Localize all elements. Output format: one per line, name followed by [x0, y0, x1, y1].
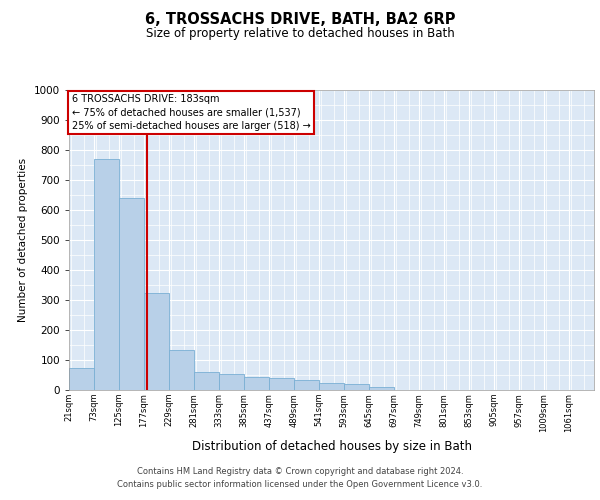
Bar — [219, 374, 244, 390]
Text: Size of property relative to detached houses in Bath: Size of property relative to detached ho… — [146, 28, 454, 40]
Bar — [294, 380, 319, 390]
Text: 6, TROSSACHS DRIVE, BATH, BA2 6RP: 6, TROSSACHS DRIVE, BATH, BA2 6RP — [145, 12, 455, 28]
Bar — [369, 387, 394, 390]
Text: 6 TROSSACHS DRIVE: 183sqm
← 75% of detached houses are smaller (1,537)
25% of se: 6 TROSSACHS DRIVE: 183sqm ← 75% of detac… — [71, 94, 310, 131]
Bar — [94, 159, 119, 390]
Y-axis label: Number of detached properties: Number of detached properties — [18, 158, 28, 322]
Bar — [344, 384, 369, 390]
Bar — [244, 376, 269, 390]
Bar — [269, 378, 294, 390]
X-axis label: Distribution of detached houses by size in Bath: Distribution of detached houses by size … — [191, 440, 472, 453]
Bar — [144, 292, 169, 390]
Bar — [169, 350, 194, 390]
Text: Contains HM Land Registry data © Crown copyright and database right 2024.: Contains HM Land Registry data © Crown c… — [137, 467, 463, 476]
Bar — [319, 382, 344, 390]
Text: Contains public sector information licensed under the Open Government Licence v3: Contains public sector information licen… — [118, 480, 482, 489]
Bar — [194, 372, 219, 390]
Bar — [119, 198, 144, 390]
Bar — [69, 368, 94, 390]
